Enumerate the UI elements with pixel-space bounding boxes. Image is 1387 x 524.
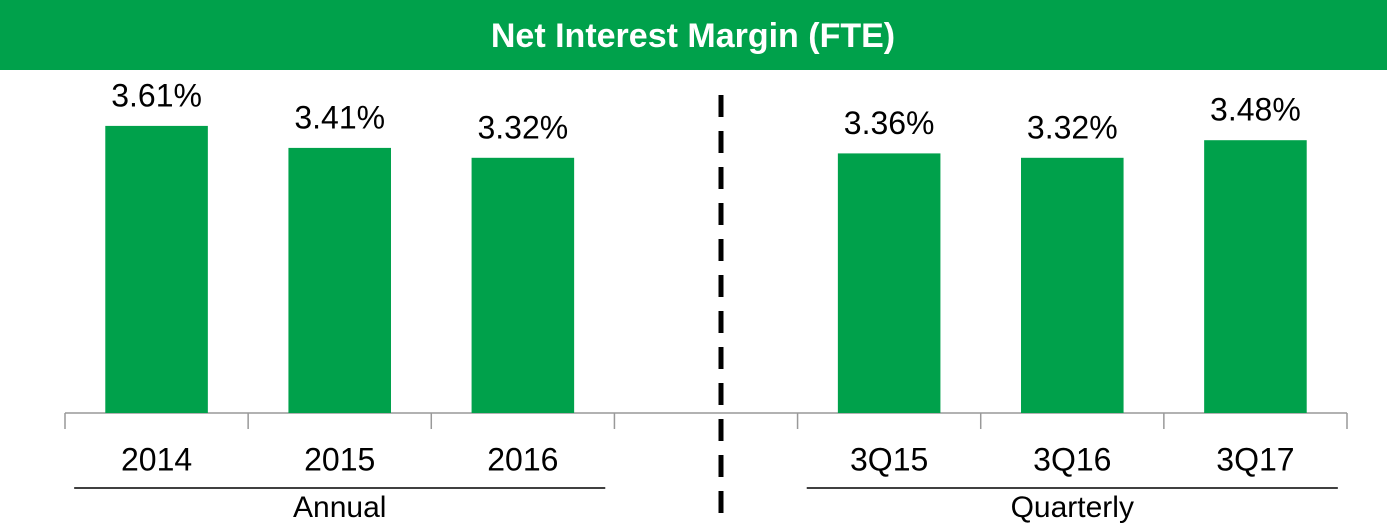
x-tick-label: 3Q15 bbox=[850, 441, 928, 477]
value-label: 3.48% bbox=[1210, 92, 1301, 128]
group-label: Annual bbox=[293, 491, 386, 524]
value-label: 3.61% bbox=[111, 77, 202, 113]
x-tick-label: 2015 bbox=[304, 441, 375, 477]
value-label: 3.36% bbox=[844, 105, 935, 141]
bar bbox=[837, 153, 941, 413]
x-tick-label: 3Q17 bbox=[1216, 441, 1294, 477]
value-label: 3.41% bbox=[294, 99, 385, 135]
group-label: Quarterly bbox=[1011, 491, 1134, 524]
x-tick-label: 2014 bbox=[121, 441, 192, 477]
value-label: 3.32% bbox=[477, 109, 568, 145]
bar bbox=[105, 125, 208, 414]
bar bbox=[1204, 140, 1307, 413]
bar bbox=[471, 157, 575, 413]
title-bar bbox=[0, 0, 1387, 70]
x-tick-label: 2016 bbox=[487, 441, 558, 477]
bar bbox=[288, 147, 391, 413]
value-label: 3.32% bbox=[1027, 109, 1118, 145]
bar bbox=[1021, 157, 1124, 413]
chart-title: Net Interest Margin (FTE) bbox=[491, 17, 895, 55]
x-tick-label: 3Q16 bbox=[1033, 441, 1111, 477]
